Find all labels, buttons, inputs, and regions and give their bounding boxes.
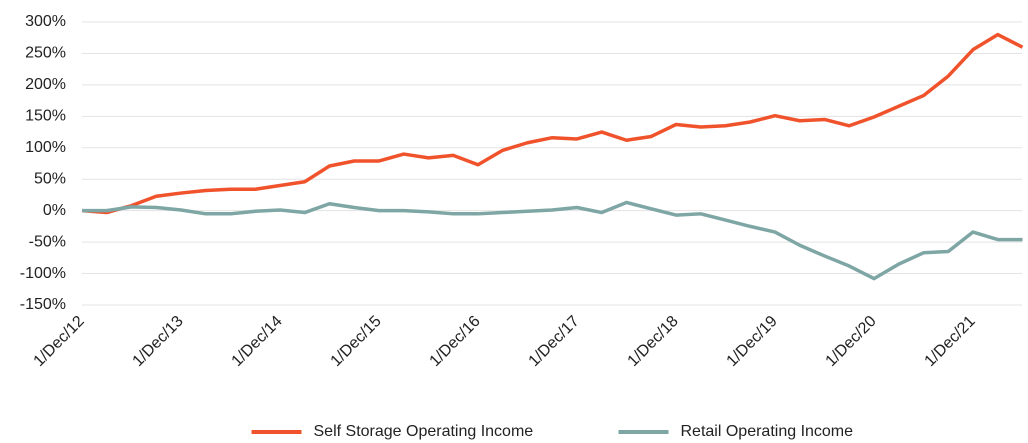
x-tick-label: 1/Dec/19	[724, 313, 781, 370]
y-tick-label: -150%	[20, 296, 66, 313]
y-tick-label: 50%	[34, 170, 66, 187]
legend-label: Retail Operating Income	[681, 423, 854, 440]
y-tick-label: 300%	[25, 13, 66, 30]
x-tick-label: 1/Dec/21	[922, 313, 979, 370]
y-tick-label: 150%	[25, 108, 66, 125]
x-tick-label: 1/Dec/17	[526, 313, 583, 370]
y-tick-label: 250%	[25, 45, 66, 62]
y-tick-label: -50%	[29, 233, 66, 250]
y-tick-label: -100%	[20, 265, 66, 282]
x-tick-label: 1/Dec/13	[130, 313, 187, 370]
x-tick-label: 1/Dec/18	[625, 313, 682, 370]
y-tick-label: 0%	[43, 202, 66, 219]
x-tick-label: 1/Dec/15	[328, 313, 385, 370]
y-tick-label: 200%	[25, 76, 66, 93]
x-tick-label: 1/Dec/14	[229, 313, 286, 370]
x-tick-label: 1/Dec/20	[823, 313, 880, 370]
y-tick-label: 100%	[25, 139, 66, 156]
series-line	[82, 200, 1023, 281]
x-tick-label: 1/Dec/16	[427, 313, 484, 370]
legend-label: Self Storage Operating Income	[314, 423, 534, 440]
series-line	[81, 32, 1024, 215]
x-tick-label: 1/Dec/12	[31, 313, 88, 370]
